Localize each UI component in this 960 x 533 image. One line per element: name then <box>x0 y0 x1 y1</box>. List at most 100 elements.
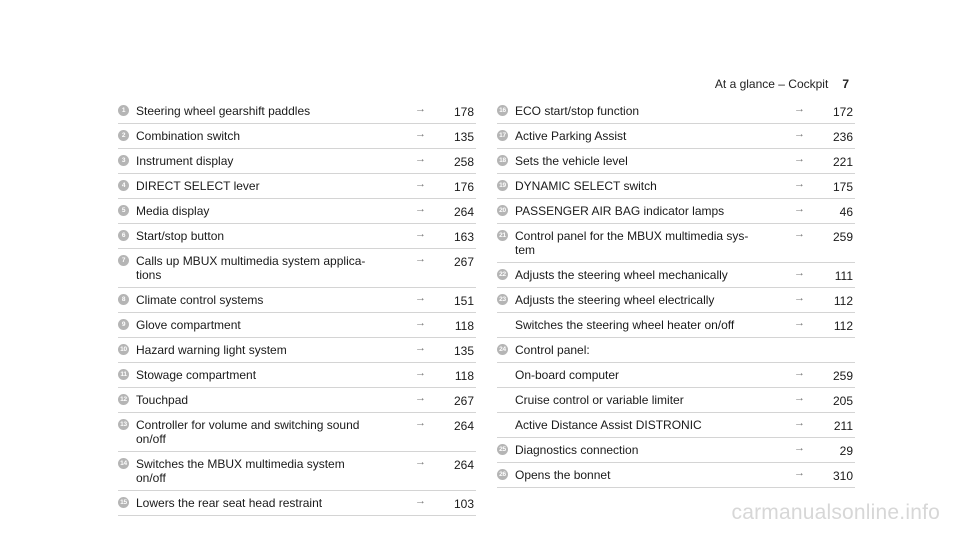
page-reference-arrow-icon: → <box>794 317 805 329</box>
page-reference-link[interactable]: 267 <box>453 255 474 269</box>
page-number: 7 <box>842 77 849 91</box>
page-reference-arrow-icon: → <box>794 392 805 404</box>
page-reference-arrow-icon: → <box>415 253 426 265</box>
item-number-badge: 5 <box>118 205 129 216</box>
item-label: Active Parking Assist <box>515 129 627 143</box>
item-label: DYNAMIC SELECT switch <box>515 179 657 193</box>
page-reference-link[interactable]: 29 <box>839 444 853 458</box>
item-label: Switches the MBUX multimedia system on/o… <box>136 457 345 485</box>
page-reference-arrow-icon: → <box>794 442 805 454</box>
page-reference-link[interactable]: 118 <box>454 319 474 333</box>
legend-list-right: 16 ECO start/stop function → 172 17 Active Pa… <box>497 99 855 488</box>
page-reference-arrow-icon: → <box>415 292 426 304</box>
legend-row: 15 Lowers the rear seat head restraint → 10… <box>118 491 476 516</box>
item-label: Steering wheel gearshift paddles <box>136 104 311 118</box>
page-reference-arrow-icon: → <box>794 203 805 215</box>
item-label: Lowers the rear seat head restraint <box>136 496 323 510</box>
legend-row: 17 Active Parking Assist → 236 <box>497 124 855 149</box>
page-reference-link[interactable]: 264 <box>453 419 474 433</box>
page-reference-arrow-icon: → <box>794 128 805 140</box>
legend-row: 12 Touchpad → 267 <box>118 388 476 413</box>
legend-row: 11 Stowage compartment → 118 <box>118 363 476 388</box>
page-reference-link[interactable]: 205 <box>832 394 853 408</box>
item-number-badge: 19 <box>497 180 508 191</box>
page-reference-link[interactable]: 112 <box>833 319 853 333</box>
item-label: Start/stop button <box>136 229 225 243</box>
page-reference-link[interactable]: 221 <box>832 155 853 169</box>
item-label: Combination switch <box>136 129 241 143</box>
page-reference-link[interactable]: 172 <box>832 105 853 119</box>
page-reference-arrow-icon: → <box>415 228 426 240</box>
page-reference-link[interactable]: 112 <box>833 294 853 308</box>
page-reference-arrow-icon: → <box>794 103 805 115</box>
item-label: Sets the vehicle level <box>515 154 628 168</box>
item-number-badge: 1 <box>118 105 129 116</box>
item-number-badge: 14 <box>118 458 129 469</box>
page-reference-link[interactable]: 175 <box>832 180 853 194</box>
item-label: Controller for volume and switching soun… <box>136 418 360 446</box>
page-reference-arrow-icon: → <box>415 342 426 354</box>
page-reference-link[interactable]: 103 <box>453 497 474 511</box>
watermark: carmanualsonline.info <box>731 501 940 524</box>
page-reference-arrow-icon: → <box>415 103 426 115</box>
page-reference-link[interactable]: 236 <box>832 130 853 144</box>
legend-row: 26 Opens the bonnet → 310 <box>497 463 855 488</box>
page-reference-link[interactable]: 259 <box>832 230 853 244</box>
page-reference-link[interactable]: 163 <box>453 230 474 244</box>
page-reference-link[interactable]: 211 <box>833 419 853 433</box>
page-reference-arrow-icon: → <box>415 178 426 190</box>
item-number-badge: 4 <box>118 180 129 191</box>
item-label: Instrument display <box>136 154 234 168</box>
item-number-badge: 7 <box>118 255 129 266</box>
item-label: Climate control systems <box>136 293 264 307</box>
legend-row: 14 Switches the MBUX multimedia system on… <box>118 452 476 491</box>
page-reference-link[interactable]: 264 <box>453 205 474 219</box>
legend-row: On-board computer → 259 <box>497 363 855 388</box>
legend-row: 3 Instrument display → 258 <box>118 149 476 174</box>
page-reference-link[interactable]: 135 <box>453 130 474 144</box>
item-number-badge: 25 <box>497 444 508 455</box>
page-reference-link[interactable]: 135 <box>453 344 474 358</box>
legend-row: 2 Combination switch → 135 <box>118 124 476 149</box>
page-reference-link[interactable]: 310 <box>832 469 853 483</box>
page-reference-link[interactable]: 258 <box>453 155 474 169</box>
item-number-badge: 8 <box>118 294 129 305</box>
page-reference-link[interactable]: 151 <box>453 294 474 308</box>
legend-row: 22 Adjusts the steering wheel mechanicall… <box>497 263 855 288</box>
legend-row: 8 Climate control systems → 151 <box>118 288 476 313</box>
page-reference-link[interactable]: 46 <box>839 205 853 219</box>
item-label: Switches the steering wheel heater on/of… <box>515 318 735 332</box>
item-label: Stowage compartment <box>136 368 257 382</box>
page-reference-arrow-icon: → <box>415 317 426 329</box>
page-reference-link[interactable]: 259 <box>832 369 853 383</box>
legend-row: 25 Diagnostics connection → 29 <box>497 438 855 463</box>
page-reference-arrow-icon: → <box>415 153 426 165</box>
item-number-badge: 24 <box>497 344 508 355</box>
item-number-badge: 12 <box>118 394 129 405</box>
page-reference-link[interactable]: 178 <box>453 105 474 119</box>
legend-row: Cruise control or variable limiter → 205 <box>497 388 855 413</box>
item-label: Hazard warning light system <box>136 343 287 357</box>
item-label: ECO start/stop function <box>515 104 640 118</box>
page-reference-link[interactable]: 118 <box>454 369 474 383</box>
page-reference-link[interactable]: 264 <box>453 458 474 472</box>
item-number-badge: 20 <box>497 205 508 216</box>
page-reference-arrow-icon: → <box>794 178 805 190</box>
page-reference-arrow-icon: → <box>415 495 426 507</box>
page-reference-link[interactable]: 267 <box>453 394 474 408</box>
item-number-badge: 11 <box>118 369 129 380</box>
item-number-badge: 10 <box>118 344 129 355</box>
item-number-badge: 15 <box>118 497 129 508</box>
legend-row: 6 Start/stop button → 163 <box>118 224 476 249</box>
legend-row: 19 DYNAMIC SELECT switch → 175 <box>497 174 855 199</box>
item-number-badge: 3 <box>118 155 129 166</box>
page-reference-link[interactable]: 176 <box>453 180 474 194</box>
page-reference-arrow-icon: → <box>415 367 426 379</box>
legend-row: 10 Hazard warning light system → 135 <box>118 338 476 363</box>
legend-row: 13 Controller for volume and switching so… <box>118 413 476 452</box>
page-reference-arrow-icon: → <box>794 267 805 279</box>
page-reference-link[interactable]: 111 <box>834 269 853 283</box>
item-label: Active Distance Assist DISTRONIC <box>515 418 702 432</box>
item-number-badge: 6 <box>118 230 129 241</box>
item-label: Media display <box>136 204 210 218</box>
